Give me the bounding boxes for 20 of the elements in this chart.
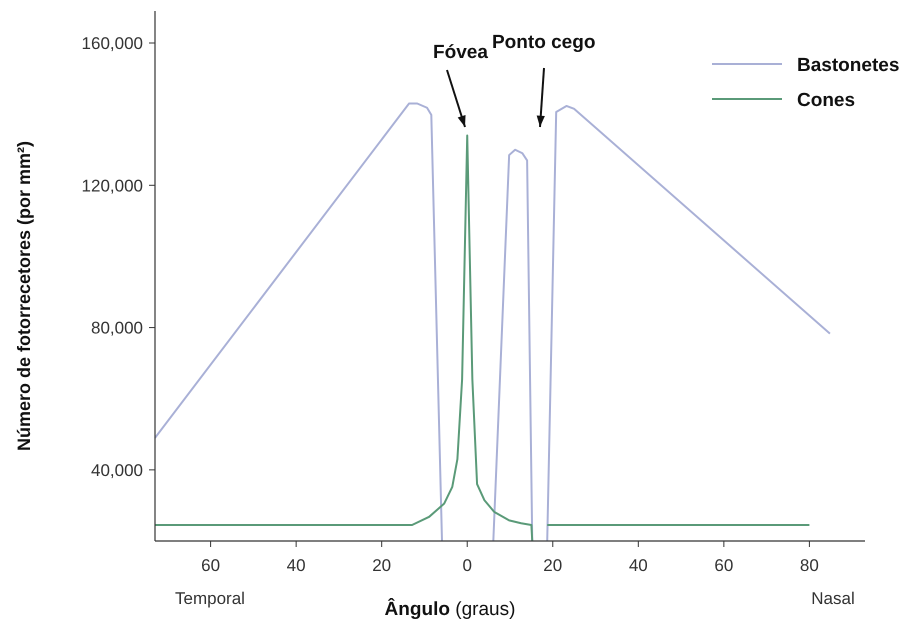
x-tick-label: 60 (201, 556, 220, 575)
x-axis-title: Ângulo (graus) (384, 597, 516, 620)
x-tick-label: 20 (372, 556, 392, 575)
x-tick-label: 0 (462, 556, 472, 575)
legend-label: Bastonetes (797, 55, 900, 76)
text: Nasal (811, 589, 855, 608)
y-tick-label: 80,000 (91, 318, 143, 338)
legend-label: Cones (797, 90, 856, 111)
x-tick-label: 40 (286, 556, 306, 575)
annotation: Ponto cego (492, 32, 596, 53)
y-tick-label: 120,000 (82, 176, 143, 196)
annotation: Fóvea (433, 42, 488, 63)
y-tick-label: 160,000 (82, 34, 143, 54)
text: Temporal (175, 589, 245, 608)
x-tick-label: 40 (628, 556, 648, 575)
x-tick-label: 20 (543, 556, 562, 575)
y-axis-title: Número de fotorrecetores (por mm²) (14, 140, 34, 452)
x-tick-label: 60 (714, 556, 734, 575)
x-tick-label: 80 (800, 556, 819, 575)
y-tick-label: 40,000 (91, 460, 143, 480)
